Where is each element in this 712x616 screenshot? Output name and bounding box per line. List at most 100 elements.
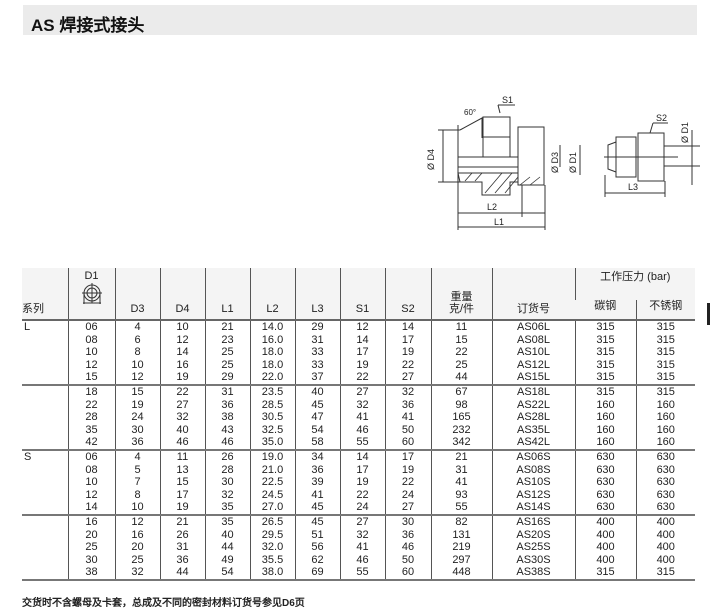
l3-cell: 56	[294, 541, 340, 554]
order-number-cell: AS14S	[491, 501, 575, 516]
l2-cell: 29.5	[249, 528, 295, 542]
s2-cell: 27	[384, 501, 431, 516]
s2-cell: 30	[384, 514, 431, 529]
d4-cell: 14	[159, 346, 205, 359]
s1-cell: 12	[339, 320, 385, 334]
weight-cell: 11	[430, 320, 492, 334]
s1-label: S1	[502, 95, 513, 105]
d3-cell: 12	[114, 371, 160, 386]
l3-cell: 45	[294, 501, 340, 516]
d1-label-2: Ø D1	[680, 122, 690, 143]
page-edge-marker	[707, 303, 710, 325]
carbon-pressure-cell: 630	[574, 449, 636, 464]
l3-cell: 34	[294, 449, 340, 464]
d4-cell: 10	[159, 320, 205, 334]
header-d3: D3	[114, 268, 160, 321]
d4-cell: 27	[159, 398, 205, 412]
s1-cell: 14	[339, 449, 385, 464]
stainless-pressure-cell: 315	[635, 566, 695, 581]
weight-cell: 25	[430, 358, 492, 372]
s1-cell: 19	[339, 358, 385, 372]
header-carbon-steel: 碳钢	[575, 300, 636, 321]
l2-cell: 35.5	[249, 553, 295, 567]
header-d1: D1	[67, 268, 115, 321]
d3-cell: 6	[114, 333, 160, 347]
carbon-pressure-cell: 160	[574, 423, 636, 437]
table-row: L 06 4 10 21 14.0 29 12 14 11 AS06L 315 315	[22, 320, 695, 386]
l1-cell: 44	[204, 541, 250, 554]
stainless-pressure-cell: 630	[635, 463, 695, 477]
l1-cell: 40	[204, 528, 250, 542]
s1-cell: 32	[339, 528, 385, 542]
stainless-pressure-cell: 630	[635, 501, 695, 516]
l3-cell: 29	[294, 320, 340, 334]
carbon-pressure-cell: 400	[574, 514, 636, 529]
table-row: 08 5 13 28 21.0 36 17 19 31 AS08S 630 630	[22, 463, 695, 477]
d4-cell: 19	[159, 501, 205, 516]
d1-cell: 12	[67, 488, 115, 502]
l1-cell: 35	[204, 501, 250, 516]
weight-cell: 93	[430, 488, 492, 502]
d3-cell: 5	[114, 463, 160, 477]
d1-cell: 08	[67, 333, 115, 347]
table-row: 16 12 21 35 26.5 45 27 30 82 AS16S 400 400	[22, 514, 695, 581]
d4-cell: 36	[159, 553, 205, 567]
order-number-cell: AS08L	[491, 333, 575, 347]
d4-cell: 44	[159, 566, 205, 581]
stainless-pressure-cell: 315	[635, 320, 695, 334]
d3-cell: 24	[114, 411, 160, 424]
s1-cell: 27	[339, 384, 385, 399]
stainless-pressure-cell: 315	[635, 384, 695, 399]
stainless-pressure-cell: 160	[635, 398, 695, 412]
weight-cell: 55	[430, 501, 492, 516]
s1-cell: 41	[339, 541, 385, 554]
l3-cell: 45	[294, 398, 340, 412]
carbon-pressure-cell: 400	[574, 553, 636, 567]
s2-cell: 50	[384, 553, 431, 567]
header-weight-top: 重量	[450, 290, 473, 303]
order-number-cell: AS16S	[491, 514, 575, 529]
l2-cell: 19.0	[249, 449, 295, 464]
tube-diameter-icon	[81, 282, 102, 304]
d1-cell: 42	[67, 436, 115, 451]
l3-cell: 58	[294, 436, 340, 451]
table-row: 25 20 31 44 32.0 56 41 46 219 AS25S 400 400	[22, 541, 695, 554]
order-number-cell: AS42L	[491, 436, 575, 451]
l3-cell: 31	[294, 333, 340, 347]
l3-cell: 33	[294, 346, 340, 359]
s2-cell: 36	[384, 398, 431, 412]
d3-cell: 12	[114, 514, 160, 529]
table-row: 10 7 15 30 22.5 39 19 22 41 AS10S 630 630	[22, 476, 695, 489]
d3-cell: 10	[114, 501, 160, 516]
table-row: 12 10 16 25 18.0 33 19 22 25 AS12L 315 315	[22, 358, 695, 372]
weight-cell: 41	[430, 476, 492, 489]
l2-cell: 22.5	[249, 476, 295, 489]
table-row: 08 6 12 23 16.0 31 14 17 15 AS08L 315 315	[22, 333, 695, 347]
d1-cell: 35	[67, 423, 115, 437]
stainless-pressure-cell: 160	[635, 436, 695, 451]
carbon-pressure-cell: 630	[574, 463, 636, 477]
order-number-cell: AS15L	[491, 371, 575, 386]
d3-cell: 20	[114, 541, 160, 554]
series-cell	[22, 384, 68, 451]
d1-cell: 14	[67, 501, 115, 516]
l1-cell: 32	[204, 488, 250, 502]
table-row: 15 12 19 29 22.0 37 22 27 44 AS15L 315 315	[22, 371, 695, 386]
l1-cell: 49	[204, 553, 250, 567]
s1-cell: 41	[339, 411, 385, 424]
l2-cell: 32.5	[249, 423, 295, 437]
stainless-pressure-cell: 315	[635, 333, 695, 347]
d3-label: Ø D3	[550, 152, 560, 173]
series-cell: L	[22, 320, 68, 386]
l1-cell: 38	[204, 411, 250, 424]
d3-cell: 4	[114, 449, 160, 464]
weight-cell: 82	[430, 514, 492, 529]
header-order-number: 订货号	[491, 268, 575, 321]
l3-cell: 45	[294, 514, 340, 529]
s1-cell: 17	[339, 346, 385, 359]
l3-label: L3	[628, 182, 638, 192]
l2-cell: 18.0	[249, 358, 295, 372]
l3-cell: 47	[294, 411, 340, 424]
l2-cell: 32.0	[249, 541, 295, 554]
table-row: 38 32 44 54 38.0 69 55 60 448 AS38S 315 315	[22, 566, 695, 581]
